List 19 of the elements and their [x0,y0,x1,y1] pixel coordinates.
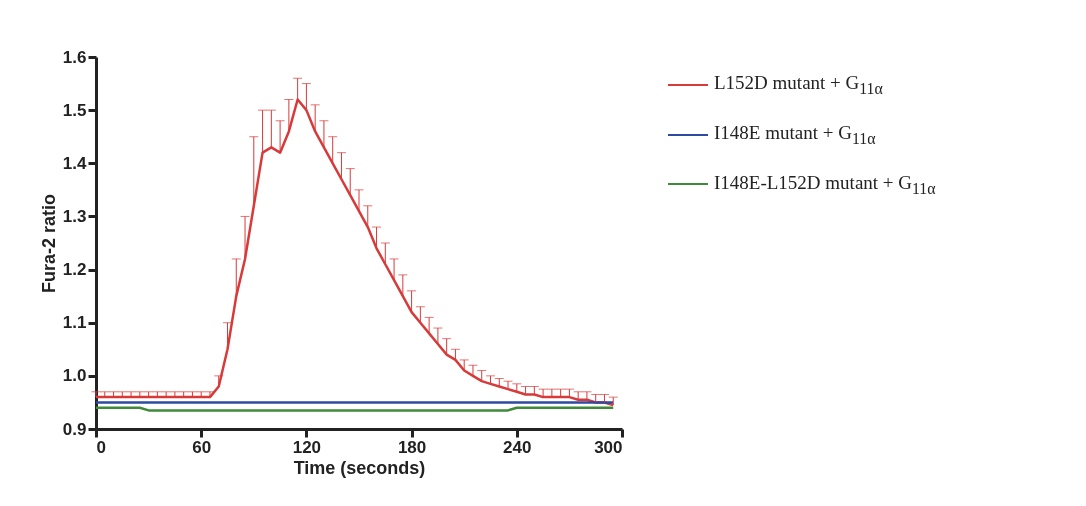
y-tick-label: 1.0 [62,366,87,386]
y-tick-label: 1.2 [62,260,87,280]
x-tick-label: 0 [96,437,106,457]
x-tick-label: 180 [397,437,427,457]
x-tick-label: 240 [503,437,532,457]
y-tick-label: 1.1 [62,313,87,333]
y-tick-label: 0.9 [62,419,87,439]
y-tick-label: 1.5 [62,100,87,120]
x-axis-title: Time (seconds) [293,457,426,478]
x-tick-label: 120 [292,437,322,457]
legend-label: I148E-L152D mutant + G$_{11α}$ [714,171,936,198]
legend-label: I148E mutant + G$_{11α}$ [714,121,876,148]
y-tick-label: 1.4 [62,153,88,173]
y-tick-label: 1.3 [62,206,87,226]
y-tick-label: 1.6 [62,47,87,67]
x-tick-label: 60 [192,437,212,457]
y-axis-title: Fura-2 ratio [38,193,59,294]
legend-label: L152D mutant + G$_{11α}$ [714,72,883,98]
x-tick-label: 300 [594,437,623,457]
